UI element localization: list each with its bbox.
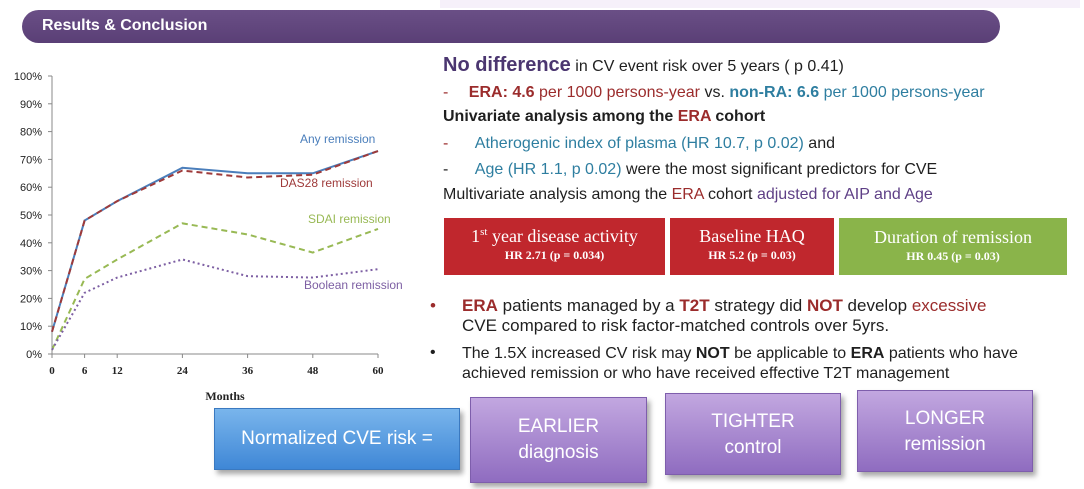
box-baseline-haq: Baseline HAQ HR 5.2 (p = 0.03) xyxy=(670,218,834,275)
dash-marker: - xyxy=(443,161,449,178)
remission-line-chart: 0% 10% 20% 30% 40% 50% 60% 70% 80% 90% 100% 0 6 12 24 3… xyxy=(14,71,403,403)
earlier-label: EARLIER xyxy=(517,416,600,437)
header-backdrop xyxy=(440,0,1080,8)
y-tick-label: 20% xyxy=(20,293,42,305)
predictors-text: were the most significant predictors for… xyxy=(621,161,938,178)
section-title: Results & Conclusion xyxy=(42,17,208,34)
x-tick-label: 0 xyxy=(49,365,55,377)
x-tick-label: 12 xyxy=(112,365,124,377)
diagnosis-label: diagnosis xyxy=(518,442,599,463)
box-baseline-haq-hr: HR 5.2 (p = 0.03) xyxy=(708,248,796,262)
series-line-sdai-remission xyxy=(51,222,379,351)
x-tick-label: 6 xyxy=(82,365,88,377)
era-label: ERA xyxy=(462,296,498,315)
bullet-text: develop xyxy=(842,296,912,315)
title-part: year disease activity xyxy=(487,226,638,246)
non-ra-rate: non-RA: 6.6 xyxy=(729,84,820,101)
x-tick-label: 60 xyxy=(373,365,385,377)
box-duration-remission-hr: HR 0.45 (p = 0.03) xyxy=(906,249,1000,263)
longer-remission-box: LONGER remission xyxy=(857,390,1033,472)
era-label: ERA xyxy=(677,108,711,125)
bullet-text: strategy did xyxy=(709,296,807,315)
series-label-any-remission: Any remission xyxy=(300,132,375,146)
series-line-boolean-remission xyxy=(51,258,379,351)
bullet-dot: • xyxy=(430,296,436,315)
age-predictor: Age (HR 1.1, p 0.02) xyxy=(474,161,622,178)
not-label: NOT xyxy=(806,296,843,315)
y-tick-label: 70% xyxy=(20,154,42,166)
univariate-heading: Univariate analysis among the xyxy=(443,108,678,125)
tighter-label: TIGHTER xyxy=(711,411,795,432)
result-line-6: Multivariate analysis among the ERA coho… xyxy=(443,186,933,204)
tighter-control-box: TIGHTER control xyxy=(665,393,841,475)
t2t-label: T2T xyxy=(679,296,710,315)
era-label: ERA xyxy=(671,186,704,203)
series-line-das28-remission xyxy=(51,150,379,333)
series-label-sdai-remission: SDAI remission xyxy=(308,212,391,226)
normalized-cve-risk-box: Normalized CVE risk = xyxy=(214,408,460,470)
versus-text: vs. xyxy=(700,84,730,101)
x-tick-label: 36 xyxy=(242,365,254,377)
remission-label: remission xyxy=(904,434,986,455)
control-label: control xyxy=(724,437,782,458)
bullet-text: achieved remission or who have received … xyxy=(462,365,950,382)
series-label-das28-remission: DAS28 remission xyxy=(280,176,373,190)
y-tick-label: 80% xyxy=(20,127,42,139)
y-tick-label: 30% xyxy=(20,266,42,278)
excessive-label: excessive xyxy=(911,296,987,315)
earlier-diagnosis-box: EARLIER diagnosis xyxy=(470,397,647,483)
series-label-boolean-remission: Boolean remission xyxy=(304,278,403,292)
section-banner: Results & Conclusion xyxy=(22,10,1000,43)
not-label: NOT xyxy=(695,345,730,362)
box-disease-activity: 1st year disease activity HR 2.71 (p = 0… xyxy=(444,218,665,275)
dash-marker: - xyxy=(443,84,449,101)
aip-predictor: Atherogenic index of plasma (HR 10.7, p … xyxy=(474,135,804,152)
box-duration-remission: Duration of remission HR 0.45 (p = 0.03) xyxy=(839,218,1067,275)
longer-label: LONGER xyxy=(904,408,986,429)
y-tick-label: 50% xyxy=(20,210,42,222)
result-line-5: - Age (HR 1.1, p 0.02) were the most sig… xyxy=(443,161,937,179)
bullet-text: The 1.5X increased CV risk may xyxy=(462,345,696,362)
x-tick-label: 48 xyxy=(307,365,319,377)
box-duration-remission-title: Duration of remission xyxy=(874,227,1032,247)
x-axis-label: Months xyxy=(205,389,245,403)
bullet-text: be applicable to xyxy=(729,345,851,362)
box-disease-activity-hr: HR 2.71 (p = 0.034) xyxy=(504,248,605,262)
y-tick-label: 60% xyxy=(20,182,42,194)
result-line-2: - ERA: 4.6 per 1000 persons-year vs. non… xyxy=(443,84,985,102)
x-tick-label: 24 xyxy=(177,365,189,377)
result-line-3: Univariate analysis among the ERA cohort xyxy=(443,108,765,126)
bullet-text: patients managed by a xyxy=(497,296,680,315)
result-line-4: - Atherogenic index of plasma (HR 10.7, … xyxy=(443,135,835,153)
non-ra-rate-unit: per 1000 persons-year xyxy=(819,84,985,101)
no-difference-heading: No difference xyxy=(443,54,571,76)
y-tick-label: 100% xyxy=(14,71,42,83)
and-text: and xyxy=(803,135,835,152)
adjusted-text: adjusted for AIP and Age xyxy=(756,186,933,203)
dash-marker: - xyxy=(443,135,449,152)
cohort-label: cohort xyxy=(710,108,766,125)
y-tick-label: 40% xyxy=(20,238,42,250)
title-part: 1 xyxy=(471,226,481,246)
bullet-1-text: ERA patients managed by a T2T strategy d… xyxy=(462,296,986,336)
y-tick-label: 0% xyxy=(26,349,42,361)
era-label: ERA xyxy=(850,345,885,362)
box-baseline-haq-title: Baseline HAQ xyxy=(699,226,805,246)
bullet-text: CVE compared to risk factor-matched cont… xyxy=(462,316,890,335)
y-tick-label: 10% xyxy=(20,321,42,333)
result-line-1: No difference in CV event risk over 5 ye… xyxy=(443,54,844,77)
box-disease-activity-title: 1st year disease activity xyxy=(444,226,665,247)
multivariate-heading: Multivariate analysis among the xyxy=(443,186,672,203)
era-rate-unit: per 1000 persons-year xyxy=(534,84,701,101)
title-sup: st xyxy=(480,226,488,238)
cohort-label: cohort xyxy=(703,186,757,203)
bullet-text: patients who have xyxy=(884,345,1018,362)
cv-event-risk-text: in CV event risk over 5 years ( p 0.41) xyxy=(570,58,844,75)
era-rate: ERA: 4.6 xyxy=(468,84,535,101)
y-tick-label: 90% xyxy=(20,99,42,111)
bullet-dot: • xyxy=(430,344,436,361)
bullet-2-text: The 1.5X increased CV risk may NOT be ap… xyxy=(462,344,1018,384)
